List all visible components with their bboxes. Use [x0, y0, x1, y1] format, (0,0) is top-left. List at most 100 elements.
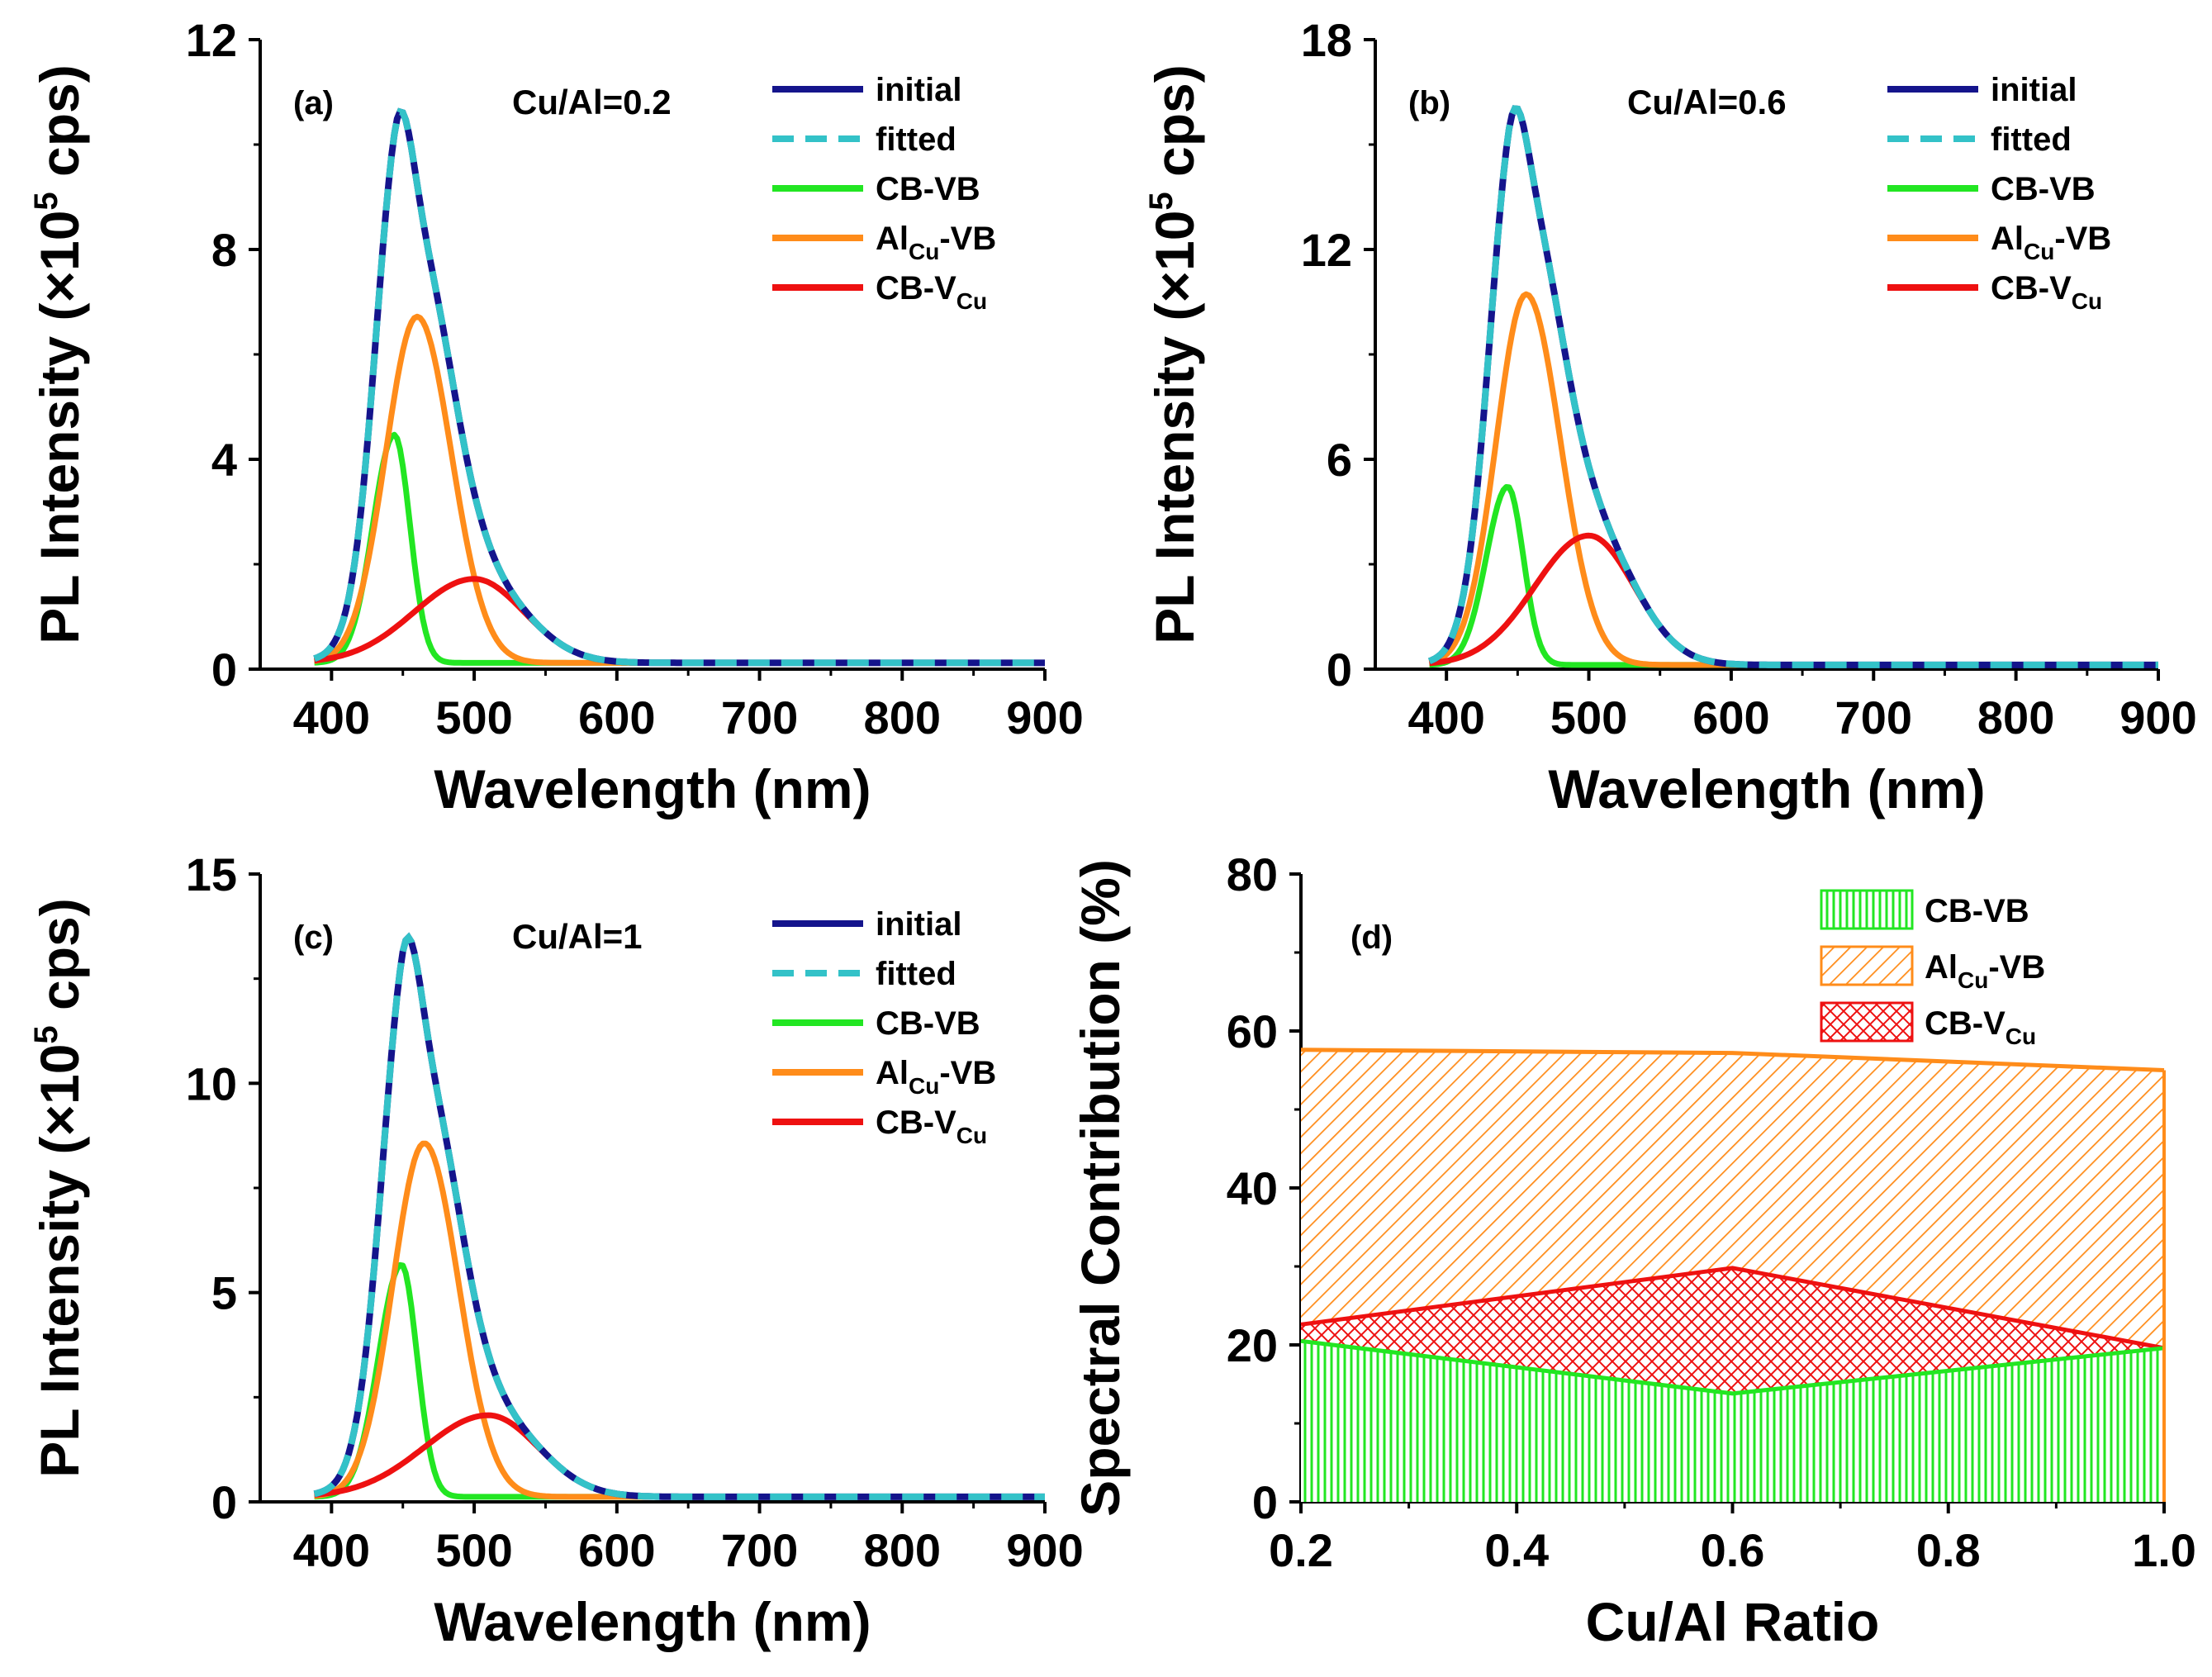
- y-axis-title: Spectral Contribution (%): [1070, 859, 1131, 1517]
- ratio-label: Cu/Al=0.6: [1627, 83, 1787, 121]
- legend-label-main: CB-VB: [1991, 171, 2096, 207]
- y-axis-title-sup: 5: [1143, 192, 1180, 210]
- x-tick-label: 600: [578, 691, 655, 743]
- legend-label-main: CB-VB: [876, 1005, 980, 1042]
- x-tick-label: 600: [578, 1524, 655, 1576]
- x-tick-label: 0.6: [1701, 1524, 1765, 1576]
- y-tick-label: 0: [1327, 644, 1352, 696]
- legend-label-main: fitted: [876, 121, 956, 158]
- y-tick-label: 0: [211, 1476, 237, 1528]
- x-axis-title: Cu/Al Ratio: [1586, 1591, 1880, 1652]
- series-line-fitted: [1427, 105, 2158, 668]
- legend-label-sub: Cu: [1958, 967, 1988, 993]
- legend-label-sub: Cu: [2006, 1024, 2036, 1049]
- ratio-label: Cu/Al=1: [512, 917, 643, 956]
- series-line-cb-vb: [314, 431, 1045, 666]
- legend-label: initial: [1991, 72, 2077, 108]
- legend-label-tail: -VB: [1988, 949, 2045, 986]
- x-tick-label: 0.4: [1484, 1524, 1549, 1576]
- x-tick-label: 500: [435, 1524, 512, 1576]
- y-axis-title-tail: cps): [29, 898, 90, 1025]
- legend-label-main: CB-VB: [1925, 893, 2029, 929]
- y-axis-title-main: PL Intensity (×10: [29, 211, 90, 644]
- legend-label-sub: Cu: [909, 1073, 939, 1099]
- x-tick-label: 0.2: [1269, 1524, 1333, 1576]
- legend-label-main: initial: [876, 906, 961, 943]
- legend-label-main: CB-V: [1925, 1005, 2006, 1042]
- legend-label: CB-VB: [1925, 893, 2029, 929]
- y-tick-label: 40: [1227, 1162, 1278, 1214]
- panel-a: 400 500 600 700 800 900 0 4 8 12 Wavelength (nm) PL…: [28, 14, 1084, 819]
- y-tick-label: 10: [186, 1057, 237, 1109]
- y-axis-title: PL Intensity (×105 cps): [28, 898, 90, 1477]
- legend-label-main: Al: [1925, 949, 1958, 986]
- legend-label-sub: Cu: [909, 239, 939, 264]
- x-tick-label: 600: [1692, 691, 1769, 743]
- legend-label: CB-VCu: [1991, 270, 2102, 314]
- legend-swatch: [1820, 889, 1914, 930]
- y-tick-label: 20: [1227, 1319, 1278, 1371]
- legend-label-sub: Cu: [2072, 288, 2102, 314]
- legend-label: fitted: [1991, 121, 2072, 158]
- series-line-fitted: [313, 107, 1045, 667]
- legend-label-main: Al: [1991, 221, 2024, 257]
- y-tick-label: 12: [1301, 224, 1352, 276]
- y-axis-title-sup: 5: [28, 192, 64, 210]
- legend-label-main: Al: [876, 221, 909, 257]
- y-tick-label: 80: [1227, 848, 1278, 900]
- legend-label: CB-VCu: [876, 270, 987, 314]
- legend-label: fitted: [876, 956, 956, 992]
- y-tick-label: 0: [1252, 1476, 1278, 1528]
- legend-label: AlCu-VB: [1991, 221, 2111, 264]
- legend-label-main: CB-V: [1991, 270, 2072, 306]
- x-axis-title: Wavelength (nm): [434, 758, 871, 819]
- y-tick-label: 15: [186, 848, 237, 900]
- y-axis-title: PL Intensity (×105 cps): [1143, 64, 1205, 644]
- x-tick-label: 800: [864, 691, 941, 743]
- legend-swatch: [1820, 1001, 1914, 1043]
- legend-label-main: fitted: [876, 956, 956, 992]
- x-tick-label: 400: [293, 691, 370, 743]
- x-tick-label: 900: [1006, 691, 1083, 743]
- legend-label: initial: [876, 72, 961, 108]
- legend-label-tail: -VB: [939, 221, 996, 257]
- y-axis-title-tail: cps): [1144, 64, 1205, 192]
- x-tick-label: 900: [2119, 691, 2196, 743]
- series-line-al-cu-vb: [314, 1140, 1045, 1500]
- legend-label-main: initial: [1991, 72, 2077, 108]
- x-tick-label: 400: [1407, 691, 1484, 743]
- y-tick-label: 0: [211, 644, 237, 696]
- y-axis-title: PL Intensity (×105 cps): [28, 64, 90, 644]
- panel-label: (a): [293, 85, 334, 121]
- legend-label-main: fitted: [1991, 121, 2072, 158]
- x-tick-label: 700: [721, 691, 798, 743]
- legend-label: CB-VB: [1991, 171, 2096, 207]
- legend-label-main: CB-V: [876, 270, 956, 306]
- y-tick-label: 60: [1227, 1005, 1278, 1057]
- legend-label-main: initial: [876, 72, 961, 108]
- area-line-al-cu-vb: [1300, 1048, 2165, 1072]
- y-tick-label: 5: [211, 1267, 237, 1319]
- legend-label-main: CB-V: [876, 1105, 956, 1141]
- legend-label: fitted: [876, 121, 956, 158]
- x-tick-label: 700: [1835, 691, 1912, 743]
- x-axis-title: Wavelength (nm): [434, 1591, 871, 1652]
- legend-label-sub: Cu: [2024, 239, 2054, 264]
- x-tick-label: 400: [293, 1524, 370, 1576]
- y-tick-label: 8: [211, 224, 237, 276]
- legend-label: CB-VB: [876, 171, 980, 207]
- y-axis-title-tail: cps): [29, 64, 90, 192]
- series-line-cb-vb: [314, 1261, 1045, 1500]
- x-tick-label: 800: [864, 1524, 941, 1576]
- legend-label: initial: [876, 906, 961, 943]
- y-axis-title-main: PL Intensity (×10: [1144, 211, 1205, 644]
- x-tick-label: 1.0: [2132, 1524, 2196, 1576]
- x-tick-label: 700: [721, 1524, 798, 1576]
- legend-label: CB-VCu: [1925, 1005, 2036, 1049]
- legend-label: CB-VB: [876, 1005, 980, 1042]
- y-tick-label: 6: [1327, 434, 1352, 486]
- legend-label: AlCu-VB: [876, 1055, 996, 1099]
- panel-d: 0.2 0.4 0.6 0.8 1.0 0 20 40 60 80 Cu/Al Ratio Spect…: [1070, 848, 2196, 1652]
- series-line-fitted: [313, 932, 1045, 1500]
